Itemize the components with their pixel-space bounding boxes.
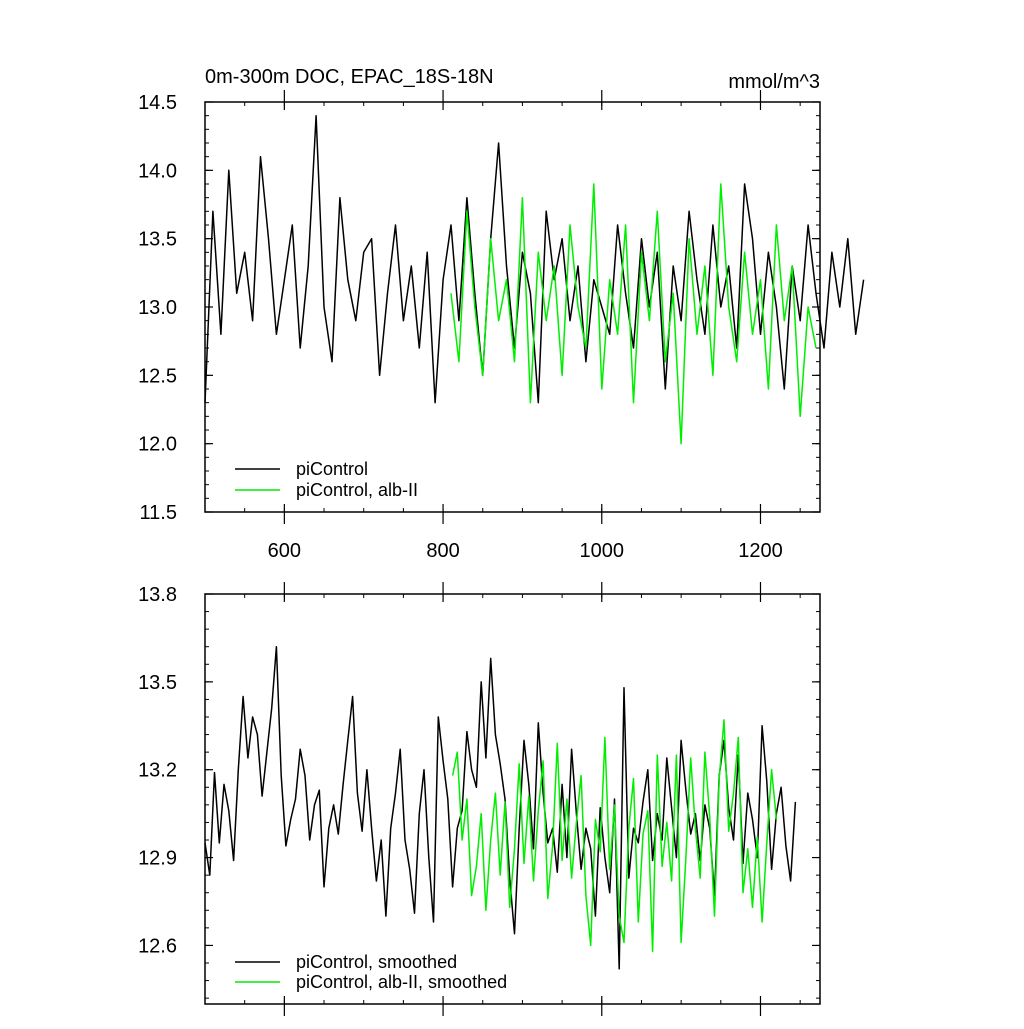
legend-label-alb-ii-smoothed: piControl, alb-II, smoothed bbox=[296, 972, 507, 992]
series-line-picontrol bbox=[204, 114, 865, 404]
chart-title: 0m-300m DOC, EPAC_18S-18N bbox=[205, 66, 494, 88]
series-line-picontrol-smoothed bbox=[204, 645, 797, 970]
legend-label-alb-ii: piControl, alb-II bbox=[296, 480, 418, 500]
y-tick-label: 12.9 bbox=[138, 848, 177, 870]
y-tick-label: 13.5 bbox=[138, 229, 177, 251]
y-tick-label: 12.6 bbox=[138, 935, 177, 957]
plot-frame bbox=[204, 593, 821, 1005]
y-tick-label: 11.5 bbox=[140, 502, 177, 524]
series-group bbox=[204, 645, 797, 970]
y-tick-label: 14.5 bbox=[138, 92, 177, 114]
legend: piControl, smoothed piControl, alb-II, s… bbox=[235, 952, 507, 992]
y-tick-label: 13.2 bbox=[138, 760, 177, 782]
legend-label-picontrol: piControl bbox=[296, 459, 368, 479]
y-tick-label: 14.0 bbox=[138, 160, 177, 182]
y-tick-label: 13.8 bbox=[138, 584, 177, 606]
x-tick-label: 600 bbox=[268, 540, 301, 562]
y-tick-label: 13.0 bbox=[138, 297, 177, 319]
top-panel: 0m-300m DOC, EPAC_18S-18N mmol/m^3 11.51… bbox=[138, 66, 865, 562]
bottom-panel: 12.6 12.9 13.2 13.5 13.8 piControl, smoothed… bbox=[138, 582, 821, 1016]
y-tick-label: 12.0 bbox=[138, 434, 177, 456]
series-line-picontrol-alb-ii bbox=[450, 183, 817, 445]
legend: piControl piControl, alb-II bbox=[235, 459, 418, 500]
y-axis: 11.5 12.0 12.5 13.0 13.5 14.0 14.5 bbox=[138, 92, 820, 524]
y-tick-label: 13.5 bbox=[138, 672, 177, 694]
x-axis: 600 800 1000 1200 bbox=[204, 90, 801, 562]
series-group bbox=[204, 114, 865, 445]
x-tick-label: 1000 bbox=[580, 540, 625, 562]
x-tick-label: 800 bbox=[426, 540, 459, 562]
series-line-picontrol-alb-ii-smoothed bbox=[451, 719, 778, 953]
x-axis bbox=[204, 582, 801, 1016]
legend-label-picontrol-smoothed: piControl, smoothed bbox=[296, 952, 457, 972]
units-label: mmol/m^3 bbox=[728, 71, 820, 93]
y-tick-label: 12.5 bbox=[138, 365, 177, 387]
x-tick-label: 1200 bbox=[738, 540, 783, 562]
y-axis: 12.6 12.9 13.2 13.5 13.8 bbox=[138, 584, 820, 999]
